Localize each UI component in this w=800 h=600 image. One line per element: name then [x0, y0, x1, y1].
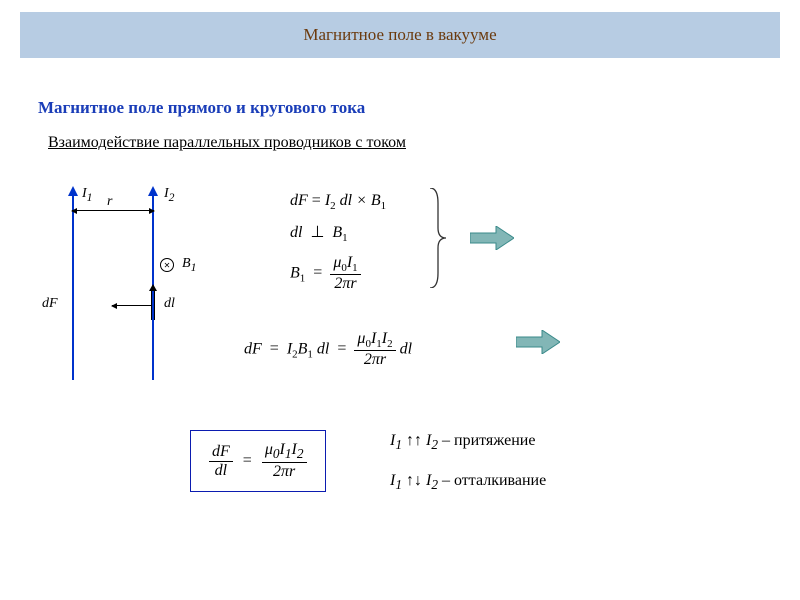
- arrow-right-icon: [470, 226, 514, 250]
- equation-dF-cross: dF = I2 dl × B1: [290, 192, 386, 212]
- section-title: Магнитное поле прямого и кругового тока: [38, 98, 365, 118]
- label-B1: B1: [182, 256, 196, 274]
- label-I2: I2: [164, 186, 175, 204]
- equation-B1: B1 = μ0I1 2πr: [290, 254, 361, 293]
- boxed-formula: dF dl = μ0I1I2 2πr: [190, 430, 326, 492]
- equation-dl-perp-B: dl ⊥ B1: [290, 222, 348, 244]
- arrowhead-wire-1: [68, 186, 78, 196]
- brace-icon: [428, 188, 446, 288]
- force-arrow: [112, 305, 152, 306]
- label-r: r: [107, 194, 112, 210]
- distance-r: [72, 210, 154, 211]
- label-I1: I1: [82, 186, 93, 204]
- label-dl: dl: [164, 296, 175, 312]
- arrowhead-wire-2: [148, 186, 158, 196]
- wires-diagram: I1 I2 r ✕ B1 dF dl: [42, 190, 242, 390]
- equation-dF-result: dF = I2B1 dl = μ0I1I2 2πr dl: [244, 330, 412, 369]
- rule-repulsion: I1 ↑↓ I2 – отталкивание: [390, 472, 546, 493]
- arrow-right-icon: [516, 330, 560, 354]
- wire-1: [72, 190, 74, 380]
- subsection-heading: Взаимодействие параллельных проводников …: [48, 134, 406, 152]
- rule-attraction: I1 ↑↑ I2 – притяжение: [390, 432, 535, 453]
- page-header: Магнитное поле в вакууме: [20, 12, 780, 58]
- label-dF: dF: [42, 296, 58, 312]
- dl-segment: [151, 290, 155, 320]
- field-into-page-icon: ✕: [160, 258, 174, 272]
